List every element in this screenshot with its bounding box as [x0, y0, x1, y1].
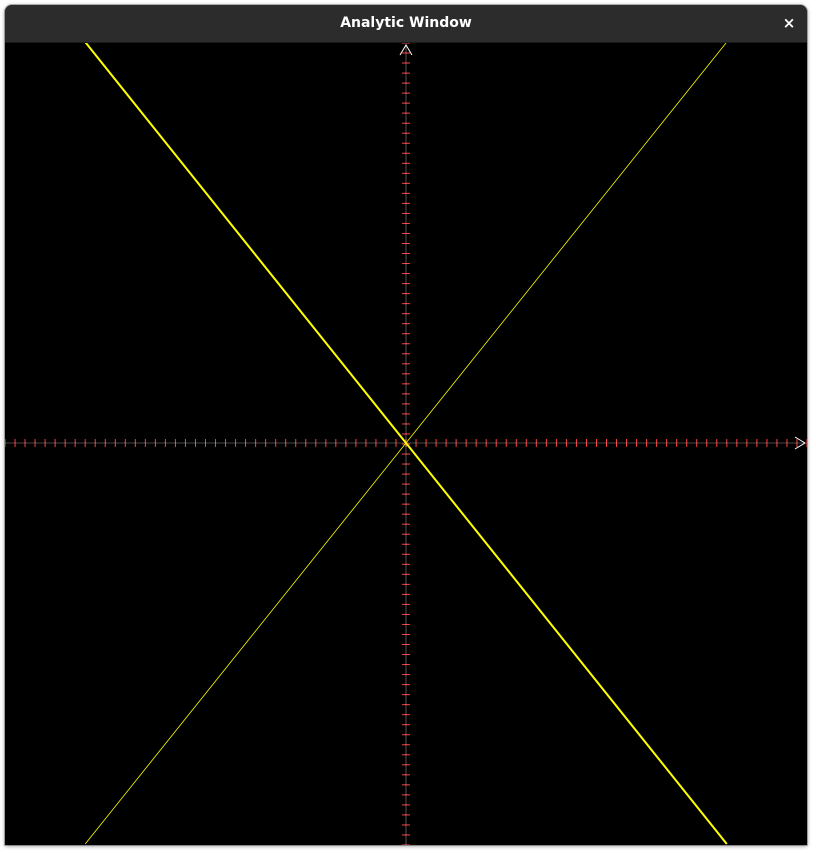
y-axis-arrow [399, 44, 413, 56]
curve-line-2 [84, 43, 727, 845]
close-icon[interactable]: × [782, 14, 796, 32]
analytic-window: Analytic Window × [5, 5, 807, 845]
x-axis-arrow [794, 436, 806, 450]
plot-svg [5, 43, 807, 845]
title-bar[interactable]: Analytic Window × [5, 5, 807, 43]
window-title: Analytic Window [340, 15, 472, 31]
curves-layer [84, 43, 728, 845]
plot-canvas[interactable] [5, 43, 807, 845]
